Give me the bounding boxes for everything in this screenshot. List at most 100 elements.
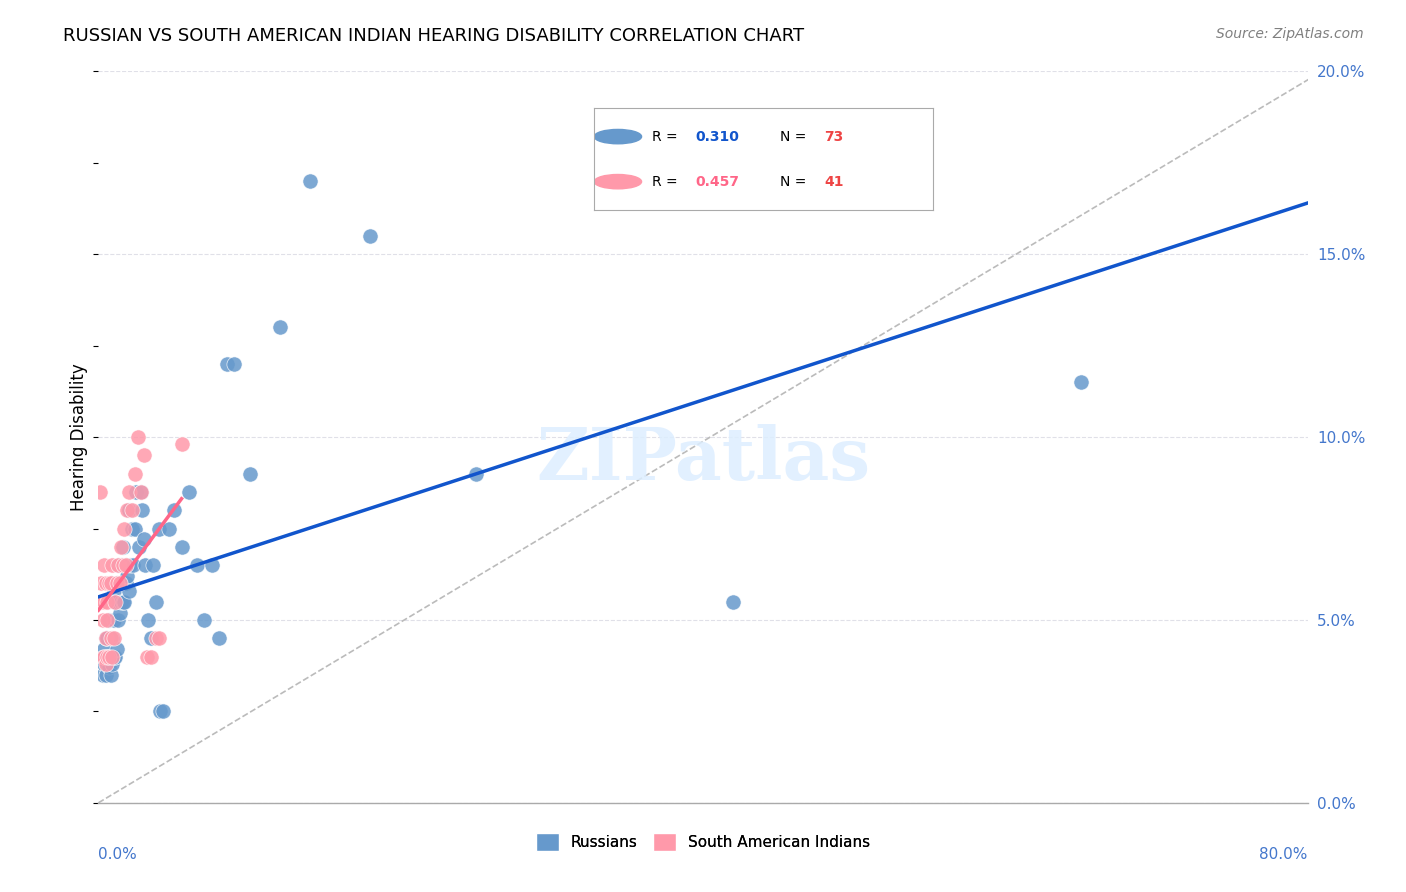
Point <box>93 594 115 608</box>
Text: ZIPatlas: ZIPatlas <box>536 424 870 494</box>
Point <box>170 540 193 554</box>
Point <box>163 503 186 517</box>
Text: Source: ZipAtlas.com: Source: ZipAtlas.com <box>1216 27 1364 41</box>
Point <box>94 649 117 664</box>
Point <box>128 540 150 554</box>
Point <box>103 632 125 646</box>
Point <box>94 576 117 591</box>
Point <box>159 521 181 535</box>
Point <box>94 632 117 646</box>
Point <box>90 576 112 591</box>
Point <box>118 503 141 517</box>
Point <box>148 521 170 535</box>
Point <box>148 632 170 646</box>
Point <box>124 467 146 481</box>
Point <box>101 558 124 573</box>
Point <box>93 558 115 573</box>
Point <box>224 357 246 371</box>
Point <box>118 485 141 500</box>
Point <box>110 558 132 573</box>
Point <box>100 576 122 591</box>
Point <box>101 649 124 664</box>
Point <box>105 642 128 657</box>
Point <box>100 576 122 591</box>
Point <box>103 583 125 598</box>
Point <box>129 485 152 500</box>
Point <box>193 613 215 627</box>
Point <box>1070 375 1092 389</box>
Point <box>98 660 121 674</box>
Point <box>239 467 262 481</box>
Point <box>141 649 163 664</box>
Text: RUSSIAN VS SOUTH AMERICAN INDIAN HEARING DISABILITY CORRELATION CHART: RUSSIAN VS SOUTH AMERICAN INDIAN HEARING… <box>63 27 804 45</box>
Point <box>98 649 121 664</box>
Y-axis label: Hearing Disability: Hearing Disability <box>70 363 89 511</box>
Point <box>94 657 117 671</box>
Point <box>125 485 148 500</box>
Point <box>152 705 174 719</box>
Point <box>124 521 146 535</box>
Point <box>105 576 128 591</box>
Point <box>93 657 115 671</box>
Point <box>107 558 129 573</box>
Point <box>145 594 167 608</box>
Point <box>723 594 745 608</box>
Point <box>90 594 112 608</box>
Point <box>91 649 114 664</box>
Point <box>114 558 136 573</box>
Point <box>129 485 152 500</box>
Point <box>103 613 125 627</box>
Point <box>132 533 155 547</box>
Point <box>98 576 121 591</box>
Point <box>145 632 167 646</box>
Point <box>299 174 322 188</box>
Point <box>208 632 231 646</box>
Point <box>111 594 134 608</box>
Point <box>110 594 132 608</box>
Legend: Russians, South American Indians: Russians, South American Indians <box>530 827 876 857</box>
Point <box>98 649 121 664</box>
Point <box>122 558 145 573</box>
Point <box>108 606 131 620</box>
Point <box>141 632 163 646</box>
Point <box>90 649 112 664</box>
Point <box>127 430 149 444</box>
Text: 0.0%: 0.0% <box>98 847 138 862</box>
Point <box>100 649 122 664</box>
Point <box>112 521 135 535</box>
Point <box>186 558 208 573</box>
Point <box>105 576 128 591</box>
Point <box>215 357 238 371</box>
Point <box>96 649 118 664</box>
Point <box>91 649 114 664</box>
Point <box>100 667 122 681</box>
Point <box>120 558 142 573</box>
Point <box>114 558 136 573</box>
Point <box>104 594 127 608</box>
Point <box>201 558 224 573</box>
Point <box>98 613 121 627</box>
Point <box>108 576 131 591</box>
Point <box>91 613 114 627</box>
Point <box>93 642 115 657</box>
Point <box>114 576 136 591</box>
Point <box>110 540 132 554</box>
Point <box>135 649 157 664</box>
Point <box>101 632 124 646</box>
Point <box>93 649 115 664</box>
Point <box>104 649 127 664</box>
Point <box>115 569 138 583</box>
Point <box>111 540 134 554</box>
Point <box>142 558 165 573</box>
Point <box>121 521 143 535</box>
Point <box>134 558 156 573</box>
Point <box>112 594 135 608</box>
Point <box>269 320 291 334</box>
Point <box>96 632 118 646</box>
Point <box>96 657 118 671</box>
Point <box>170 437 193 451</box>
Point <box>149 705 172 719</box>
Point <box>115 503 138 517</box>
Point <box>179 485 201 500</box>
Point <box>101 657 124 671</box>
